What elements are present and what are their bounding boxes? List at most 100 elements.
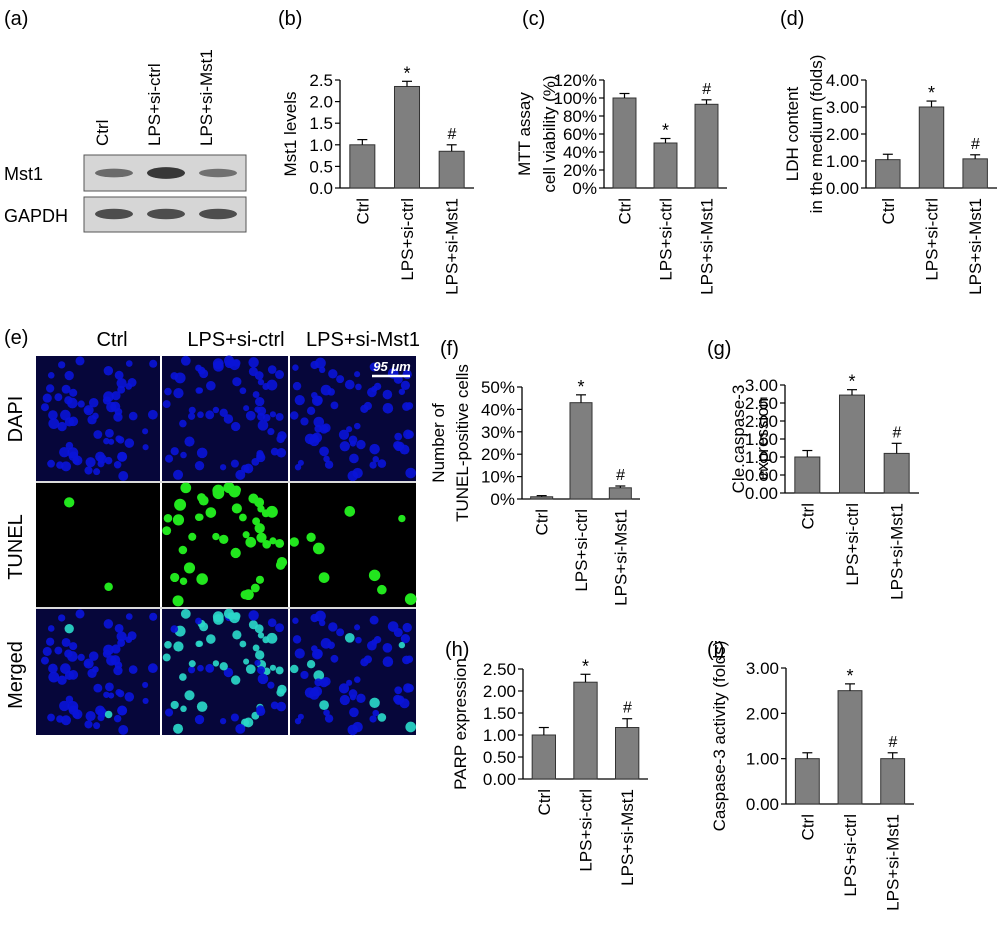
x-tick-label-lps-si-ctrl: LPS+si-ctrl — [841, 814, 860, 897]
significance-star: * — [846, 666, 853, 686]
dapi-nucleus — [84, 407, 91, 414]
merged-nucleus — [92, 666, 99, 673]
merged-nucleus — [382, 643, 393, 653]
dapi-nucleus — [92, 412, 99, 420]
merged-nucleus — [346, 679, 353, 686]
merged-nucleus — [61, 637, 71, 647]
dapi-nucleus — [116, 378, 127, 389]
chart-b: (b) 0.0 0.5 1.0 1.5 2.0 2.5 Mst1 levels Ctrl * LPS… — [278, 8, 474, 295]
merged-nucleus — [257, 673, 269, 685]
merged-nucleus — [292, 617, 299, 624]
dapi-nucleus — [57, 421, 67, 432]
dapi-nucleus — [84, 466, 93, 475]
bar-lps-si-ctrl — [837, 690, 863, 805]
bar-ctrl — [612, 97, 637, 189]
x-tick-label-lps-si-mst1: LPS+si-Mst1 — [884, 814, 903, 911]
tunel-positive-nucleus — [172, 514, 185, 526]
y-axis-label: PARP expression — [451, 658, 470, 790]
blot-row-label-mst1: Mst1 — [4, 164, 43, 184]
merged-nucleus — [48, 663, 58, 674]
dapi-nucleus — [306, 406, 316, 415]
y-tick-label: 50% — [481, 378, 515, 397]
dapi-nucleus — [382, 389, 393, 400]
dapi-nucleus — [369, 461, 377, 469]
merged-positive-nucleus — [206, 634, 216, 644]
merged-positive-nucleus — [219, 662, 228, 671]
significance-hash: # — [702, 81, 712, 98]
y-axis-label: Caspase-3 activity (folds) — [710, 641, 729, 832]
merged-nucleus — [339, 694, 350, 706]
dapi-nucleus — [223, 414, 234, 424]
merged-positive-nucleus — [227, 612, 236, 620]
significance-star: * — [403, 63, 410, 83]
merged-positive-nucleus — [180, 705, 187, 713]
significance-star: * — [928, 83, 935, 103]
dapi-nucleus — [179, 419, 187, 428]
x-tick-label-ctrl: Ctrl — [879, 198, 898, 224]
blot-band-mst1-lps-si-ctrl — [147, 167, 185, 179]
dapi-nucleus — [69, 388, 78, 397]
x-tick-label-lps-si-mst1: LPS+si-Mst1 — [611, 509, 630, 606]
dapi-nucleus — [405, 430, 414, 439]
merged-nucleus — [267, 681, 275, 689]
merged-positive-nucleus — [104, 710, 113, 719]
merged-nucleus — [292, 635, 302, 644]
tunel-positive-nucleus — [162, 526, 172, 536]
y-tick-label: 30% — [481, 423, 515, 442]
dapi-nucleus — [310, 360, 319, 370]
dapi-nucleus — [60, 409, 71, 421]
tunel-positive-nucleus — [242, 531, 250, 539]
chart-d: (d) 0.00 1.00 2.00 3.00 4.00 LDH content in the… — [780, 8, 997, 295]
dapi-nucleus — [125, 382, 133, 390]
dapi-nucleus — [162, 400, 171, 409]
micro-row-label-merged: Merged — [5, 641, 27, 709]
dapi-nucleus — [104, 456, 113, 465]
merged-positive-nucleus — [196, 701, 208, 712]
y-tick-label: 0.00 — [483, 770, 516, 789]
dapi-nucleus — [59, 446, 70, 458]
bar-ctrl — [530, 496, 554, 500]
dapi-nucleus — [227, 359, 236, 367]
significance-star: * — [577, 377, 584, 397]
micro-image-tunel-lps-si-mst1 — [289, 483, 417, 607]
tunel-positive-nucleus — [398, 514, 406, 523]
merged-positive-nucleus — [170, 700, 179, 710]
dapi-nucleus — [330, 401, 339, 410]
panel-label: (c) — [522, 8, 545, 30]
y-tick-label: 0% — [572, 179, 597, 198]
y-tick-label: 40% — [563, 143, 597, 162]
merged-nucleus — [363, 655, 372, 664]
y-tick-label: 10% — [481, 468, 515, 487]
dapi-nucleus — [170, 447, 179, 456]
merged-nucleus — [300, 670, 309, 680]
merged-nucleus — [355, 636, 362, 644]
dapi-nucleus — [68, 416, 79, 427]
dapi-nucleus — [254, 406, 261, 413]
y-tick-label: 120% — [554, 71, 597, 90]
y-tick-label: 0.00 — [746, 795, 779, 814]
merged-nucleus — [371, 639, 378, 646]
dapi-nucleus — [117, 451, 128, 462]
y-tick-label: 2.5 — [309, 71, 333, 90]
blot-row-label-gapdh: GAPDH — [4, 206, 68, 226]
chart-g: (g) 0.000.501.001.502.002.503.00Cle.caspa… — [707, 338, 919, 600]
merged-nucleus — [400, 634, 411, 644]
merged-nucleus — [64, 649, 73, 658]
x-tick-label-lps-si-ctrl: LPS+si-ctrl — [577, 789, 596, 872]
tunel-positive-nucleus — [404, 593, 417, 605]
dapi-nucleus — [349, 453, 359, 464]
bar-ctrl — [794, 758, 820, 805]
y-tick-label: 40% — [481, 400, 515, 419]
bar-lps-si-ctrl — [653, 142, 678, 189]
merged-nucleus — [372, 709, 380, 717]
dapi-nucleus — [180, 451, 187, 459]
merged-positive-nucleus — [173, 641, 184, 652]
tunel-positive-nucleus — [255, 575, 265, 584]
tunel-positive-nucleus — [306, 532, 316, 543]
blot-band-gapdh-lps-si-mst1 — [199, 208, 237, 220]
x-tick-label-lps-si-mst1: LPS+si-Mst1 — [443, 198, 462, 295]
micro-row-label-tunel: TUNEL — [5, 514, 27, 580]
merged-nucleus — [128, 665, 138, 674]
y-tick-label: 0.50 — [483, 748, 516, 767]
